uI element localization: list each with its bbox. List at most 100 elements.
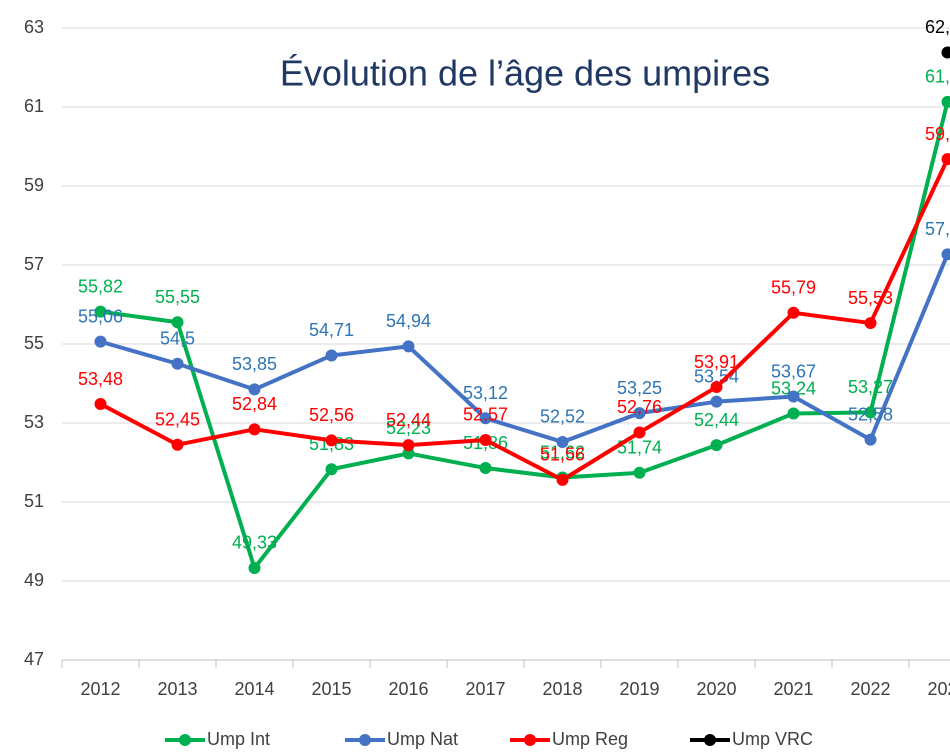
data-label: 53,27 [848, 377, 893, 397]
data-point [325, 434, 338, 447]
data-label: 54,5 [160, 329, 195, 349]
y-tick-label: 59 [24, 175, 44, 195]
legend-item: Ump Reg [510, 729, 628, 749]
data-point [402, 447, 415, 460]
y-tick-label: 53 [24, 412, 44, 432]
legend-item: Ump Int [165, 729, 270, 749]
x-tick-label: 2019 [619, 679, 659, 699]
data-label: 54,94 [386, 311, 431, 331]
x-tick-label: 2016 [388, 679, 428, 699]
data-label: 53,54 [694, 366, 739, 386]
data-label: 53,25 [617, 378, 662, 398]
chart-title: Évolution de l’âge des umpires [280, 53, 770, 94]
data-label: 52,84 [232, 394, 277, 414]
data-point [479, 433, 492, 446]
data-point [710, 395, 723, 408]
data-point [710, 439, 723, 452]
data-label: 55,53 [848, 288, 893, 308]
data-label: 52,45 [155, 409, 200, 429]
data-label: 59,68 [925, 124, 950, 144]
data-label: 61,13 [925, 67, 950, 87]
data-label: 52,56 [309, 405, 354, 425]
data-point [94, 398, 107, 411]
data-point [479, 412, 492, 425]
data-point [171, 438, 184, 451]
legend-dot [704, 734, 716, 746]
data-point [787, 390, 800, 403]
y-tick-label: 49 [24, 570, 44, 590]
data-label: 53,85 [232, 354, 277, 374]
y-tick-label: 61 [24, 96, 44, 116]
data-label: 49,33 [232, 533, 277, 553]
data-label: 51,74 [617, 438, 662, 458]
y-tick-label: 47 [24, 649, 44, 669]
legend-dot [359, 734, 371, 746]
data-point [556, 435, 569, 448]
data-point [633, 426, 646, 439]
data-point [94, 305, 107, 318]
data-label: 51,62 [540, 442, 585, 462]
x-tick-label: 2012 [80, 679, 120, 699]
data-label: 51,56 [540, 445, 585, 465]
y-tick-label: 51 [24, 491, 44, 511]
data-label: 55,79 [771, 278, 816, 298]
data-point [171, 357, 184, 370]
x-tick-label: 2014 [234, 679, 274, 699]
data-label: 53,67 [771, 361, 816, 381]
legend-dot [179, 734, 191, 746]
data-label: 54,71 [309, 320, 354, 340]
data-point [941, 95, 950, 108]
data-point [402, 340, 415, 353]
data-point [248, 383, 261, 396]
series-line [99, 158, 950, 482]
y-tick-label: 55 [24, 333, 44, 353]
series-line [99, 253, 950, 444]
y-tick-label: 57 [24, 254, 44, 274]
data-label: 52,44 [694, 410, 739, 430]
legend-label: Ump Nat [387, 729, 458, 749]
data-label: 53,24 [771, 378, 816, 398]
x-tick-label: 2022 [850, 679, 890, 699]
data-point [479, 462, 492, 475]
data-point [941, 153, 950, 166]
data-point [941, 46, 950, 59]
legend-item: Ump Nat [345, 729, 458, 749]
data-point [787, 306, 800, 319]
data-label: 52,58 [848, 404, 893, 424]
data-point [633, 407, 646, 420]
data-point [633, 466, 646, 479]
x-tick-label: 2015 [311, 679, 351, 699]
data-label: 52,57 [463, 405, 508, 425]
data-label: 53,91 [694, 352, 739, 372]
data-point [325, 349, 338, 362]
data-point [248, 423, 261, 436]
data-point [94, 335, 107, 348]
data-point [864, 433, 877, 446]
data-label: 52,52 [540, 407, 585, 427]
data-label: 52,44 [386, 410, 431, 430]
data-label: 53,12 [463, 383, 508, 403]
data-label: 53,48 [78, 369, 123, 389]
data-point [402, 439, 415, 452]
data-point [325, 463, 338, 476]
data-label: 52,76 [617, 397, 662, 417]
legend-label: Ump Int [207, 729, 270, 749]
data-point [864, 406, 877, 419]
data-label: 55,06 [78, 306, 123, 326]
data-point [556, 473, 569, 486]
legend-label: Ump VRC [732, 729, 813, 749]
legend-label: Ump Reg [552, 729, 628, 749]
x-tick-label: 2023 [927, 679, 950, 699]
data-point [787, 407, 800, 420]
x-tick-label: 2017 [465, 679, 505, 699]
data-point [864, 317, 877, 330]
data-point [171, 316, 184, 329]
data-point [248, 561, 261, 574]
data-label: 55,55 [155, 287, 200, 307]
series-line [100, 101, 950, 570]
x-tick-label: 2013 [157, 679, 197, 699]
x-tick-label: 2020 [696, 679, 736, 699]
x-tick-label: 2018 [542, 679, 582, 699]
data-label: 55,82 [78, 276, 123, 296]
